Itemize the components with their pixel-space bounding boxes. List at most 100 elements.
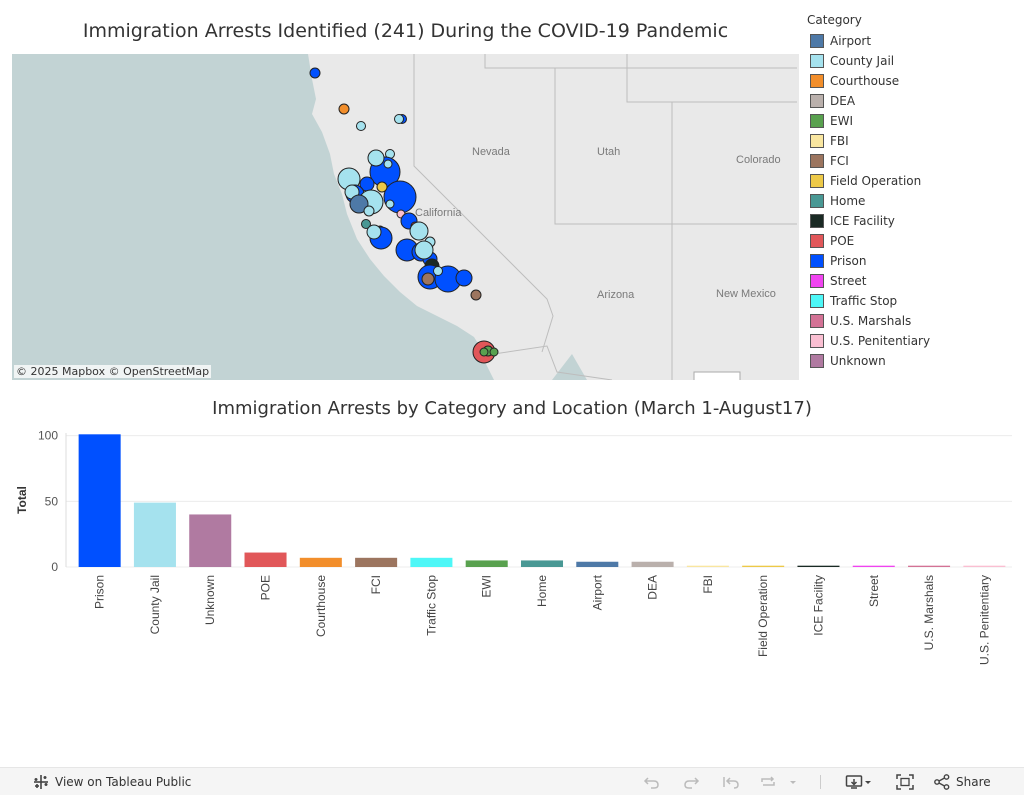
download-icon[interactable]	[845, 774, 875, 790]
bar-chart[interactable]: 0 50 100 Total Prison County Jail Unknown POE Co…	[0, 425, 1024, 687]
map-marker[interactable]	[394, 114, 404, 124]
x-tick-label: U.S. Penitentiary	[977, 575, 991, 665]
map-marker[interactable]	[479, 347, 489, 357]
x-tick-label: U.S. Marshals	[922, 575, 936, 650]
bar[interactable]	[742, 565, 785, 567]
bar[interactable]	[686, 565, 729, 567]
view-on-tableau-label: View on Tableau Public	[55, 775, 192, 789]
share-button[interactable]: Share	[934, 774, 991, 790]
legend-label: Courthouse	[830, 74, 900, 88]
legend-label: DEA	[830, 94, 856, 108]
legend-item[interactable]: Street	[807, 271, 1017, 291]
x-tick-label: Traffic Stop	[424, 575, 438, 636]
legend-label: POE	[830, 234, 855, 248]
legend-item[interactable]: Unknown	[807, 351, 1017, 371]
legend-label: FCI	[830, 154, 849, 168]
legend-item[interactable]: Prison	[807, 251, 1017, 271]
map-marker[interactable]	[376, 181, 388, 193]
legend-item[interactable]: FBI	[807, 131, 1017, 151]
map-marker[interactable]	[489, 347, 499, 357]
bar[interactable]	[78, 434, 121, 567]
view-on-tableau-link[interactable]: View on Tableau Public	[33, 774, 191, 790]
legend-item[interactable]: POE	[807, 231, 1017, 251]
fullscreen-icon[interactable]	[896, 774, 914, 790]
legend-swatch	[810, 54, 824, 68]
bar[interactable]	[465, 560, 508, 567]
map-attribution[interactable]: © 2025 Mapbox © OpenStreetMap	[14, 365, 212, 378]
legend-item[interactable]: U.S. Marshals	[807, 311, 1017, 331]
legend-item[interactable]: Airport	[807, 31, 1017, 51]
legend-item[interactable]: Traffic Stop	[807, 291, 1017, 311]
y-tick-label: 0	[51, 560, 58, 574]
refresh-icon[interactable]	[759, 774, 777, 790]
x-tick-label: County Jail	[148, 575, 162, 634]
legend-item[interactable]: FCI	[807, 151, 1017, 171]
bar-chart-title: Immigration Arrests by Category and Loca…	[212, 398, 812, 419]
bar[interactable]	[299, 557, 342, 567]
legend-label: Unknown	[830, 354, 886, 368]
bar[interactable]	[410, 557, 453, 567]
state-label: Nevada	[472, 146, 511, 158]
legend-item[interactable]: EWI	[807, 111, 1017, 131]
revert-icon[interactable]	[722, 774, 740, 790]
pacific-ocean	[12, 54, 494, 380]
legend-label: Street	[830, 274, 867, 288]
legend-item[interactable]: County Jail	[807, 51, 1017, 71]
legend-swatch	[810, 154, 824, 168]
arrest-map[interactable]: Nevada Utah Colorado California Arizona …	[12, 54, 799, 380]
refresh-dropdown-icon[interactable]	[788, 774, 798, 790]
legend-item[interactable]: Field Operation	[807, 171, 1017, 191]
undo-icon[interactable]	[643, 774, 661, 790]
map-marker[interactable]	[455, 269, 473, 287]
arrest-markers[interactable]	[309, 67, 499, 364]
map-marker[interactable]	[356, 121, 366, 131]
x-tick-label: Prison	[93, 575, 107, 609]
legend-item[interactable]: DEA	[807, 91, 1017, 111]
map-marker[interactable]	[385, 199, 395, 209]
map-marker[interactable]	[366, 224, 382, 240]
legend-swatch	[810, 254, 824, 268]
map-marker[interactable]	[421, 272, 435, 286]
x-tick-label: Home	[535, 575, 549, 607]
bar[interactable]	[520, 560, 564, 567]
map-marker[interactable]	[309, 67, 321, 79]
bar[interactable]	[133, 502, 176, 567]
bar[interactable]	[963, 565, 1006, 567]
legend-item[interactable]: Home	[807, 191, 1017, 211]
map-canvas[interactable]: Nevada Utah Colorado California Arizona …	[12, 54, 799, 380]
legend-label: Field Operation	[830, 174, 922, 188]
bar[interactable]	[797, 565, 840, 567]
bar[interactable]	[852, 565, 895, 567]
legend-item[interactable]: U.S. Penitentiary	[807, 331, 1017, 351]
x-tick-label: FCI	[369, 575, 383, 594]
map-marker[interactable]	[383, 159, 393, 169]
legend-items: Airport County Jail Courthouse DEA EWI FBI FCI…	[807, 31, 1017, 371]
bar[interactable]	[355, 557, 398, 567]
map-marker[interactable]	[414, 240, 434, 260]
redo-icon[interactable]	[682, 774, 700, 790]
bar[interactable]	[244, 552, 287, 567]
map-marker[interactable]	[338, 103, 350, 115]
map-marker[interactable]	[363, 205, 375, 217]
map-marker[interactable]	[361, 219, 371, 229]
category-legend: Category Airport County Jail Courthouse DEA…	[807, 13, 1017, 371]
bar[interactable]	[908, 565, 951, 567]
bar[interactable]	[189, 514, 232, 567]
legend-item[interactable]: ICE Facility	[807, 211, 1017, 231]
x-tick-label: POE	[259, 575, 273, 600]
legend-item[interactable]: Courthouse	[807, 71, 1017, 91]
legend-label: County Jail	[830, 54, 895, 68]
x-tick-label: Courthouse	[314, 575, 328, 637]
state-labels: Nevada Utah Colorado California Arizona …	[415, 146, 781, 301]
legend-swatch	[810, 214, 824, 228]
map-marker[interactable]	[433, 266, 443, 276]
state-borders	[413, 54, 797, 380]
bar[interactable]	[631, 561, 674, 567]
map-marker[interactable]	[367, 149, 385, 167]
map-title: Immigration Arrests Identified (241) Dur…	[82, 20, 729, 42]
map-marker[interactable]	[349, 194, 369, 214]
bar[interactable]	[576, 561, 619, 567]
toolbar-divider	[820, 775, 821, 789]
map-marker[interactable]	[470, 289, 482, 301]
map-marker[interactable]	[409, 221, 429, 241]
